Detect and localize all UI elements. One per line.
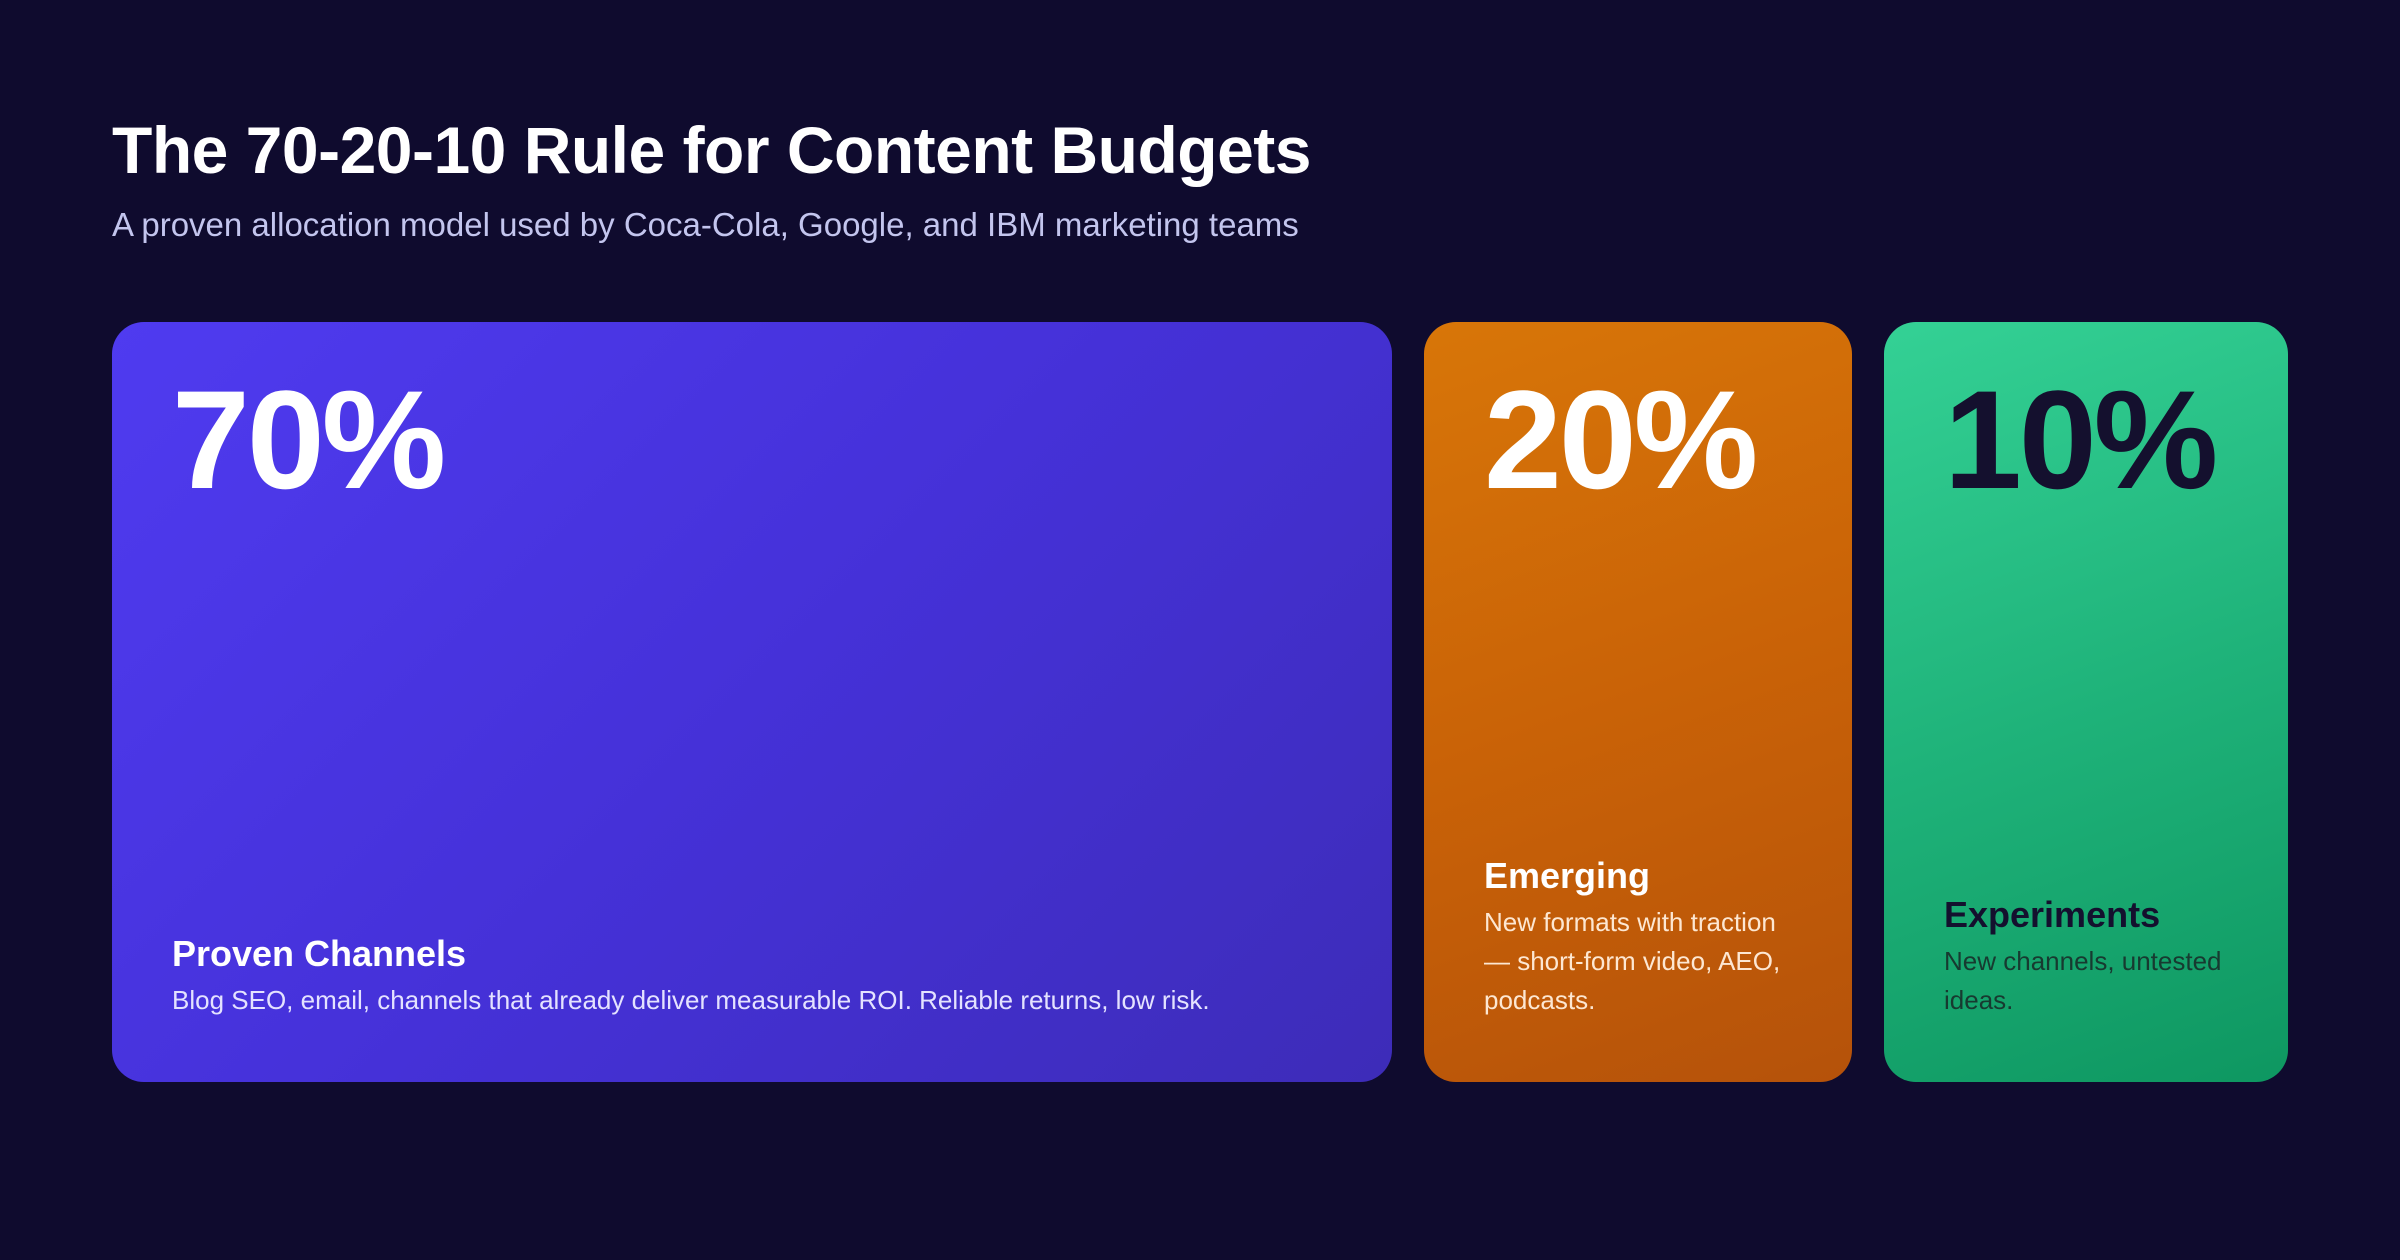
card-heading: Proven Channels [172, 932, 467, 974]
card-percent: 70% [172, 361, 446, 518]
card-percent: 10% [1944, 361, 2218, 518]
card-description: Blog SEO, email, channels that already d… [172, 985, 1210, 1015]
card-body: Experiments New channels, untested ideas… [1944, 893, 2238, 1020]
card-body: Proven Channels Blog SEO, email, channel… [172, 932, 1342, 1020]
card-description: New formats with traction — short-form v… [1484, 907, 1781, 1015]
card-proven-channels: 70% Proven Channels Blog SEO, email, cha… [112, 322, 1392, 1082]
card-description: New channels, untested ideas. [1944, 946, 2222, 1015]
card-emerging: 20% Emerging New formats with traction —… [1424, 322, 1852, 1082]
card-heading: Emerging [1484, 854, 1651, 896]
page-subtitle: A proven allocation model used by Coca-C… [112, 206, 1299, 243]
card-percent: 20% [1484, 361, 1758, 518]
page-title: The 70-20-10 Rule for Content Budgets [112, 113, 1312, 187]
card-heading: Experiments [1944, 893, 2161, 935]
card-body: Emerging New formats with traction — sho… [1484, 854, 1802, 1020]
card-experiments: 10% Experiments New channels, untested i… [1884, 322, 2288, 1082]
